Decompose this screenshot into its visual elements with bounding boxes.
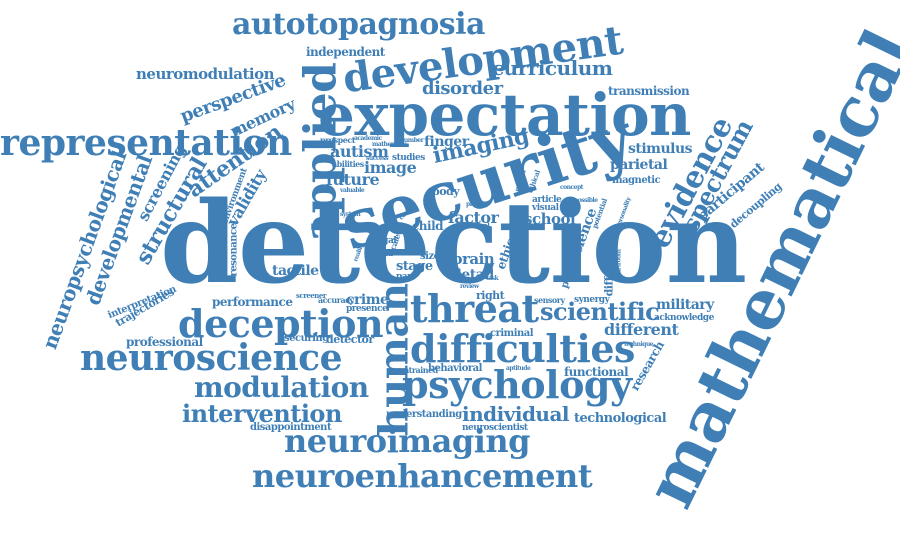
word-curriculum: curriculum bbox=[492, 56, 613, 80]
word-professional: professional bbox=[126, 335, 203, 349]
word-courtroom: courtroom bbox=[615, 249, 623, 281]
word-autotopagnosia: autotopagnosia bbox=[232, 7, 485, 42]
word-autism: autism bbox=[330, 142, 389, 161]
word-transmission: transmission bbox=[608, 84, 690, 98]
word-different: different bbox=[604, 320, 679, 339]
word-presence: presence bbox=[346, 304, 388, 314]
word-hand: hand bbox=[372, 248, 393, 258]
word-neuroimaging: neuroimaging bbox=[284, 422, 531, 460]
word-size: size bbox=[420, 251, 440, 262]
word-detection: detection bbox=[160, 178, 747, 309]
word-visual: visual bbox=[532, 203, 559, 213]
word-modulation: modulation bbox=[194, 371, 369, 404]
word-detail: detail bbox=[452, 267, 494, 283]
word-number: number bbox=[400, 137, 424, 144]
word-neuroenhancement: neuroenhancement bbox=[252, 457, 593, 495]
word-tool: tool bbox=[476, 221, 490, 230]
word-concept: concept bbox=[560, 184, 583, 191]
word-representation: representation bbox=[0, 122, 292, 164]
word-neuroscientist: neuroscientist bbox=[462, 423, 528, 433]
word-psychology: psychology bbox=[402, 362, 632, 407]
word-functional: functional bbox=[564, 365, 629, 379]
word-disorder: disorder bbox=[422, 78, 503, 99]
word-academic: academic bbox=[354, 135, 382, 142]
word-deception: deception bbox=[178, 301, 384, 346]
word-difference: difference bbox=[602, 238, 616, 297]
word-synergy: synergy bbox=[574, 295, 610, 305]
word-task: task bbox=[486, 275, 499, 282]
word-accuracy: accuracy bbox=[318, 295, 354, 305]
word-parietal: parietal bbox=[610, 157, 668, 173]
word-studies: studies bbox=[392, 153, 425, 163]
word-child: child bbox=[412, 219, 444, 233]
word-part: part bbox=[396, 272, 416, 282]
word-brain: brain bbox=[452, 250, 495, 268]
word-review: review bbox=[460, 283, 479, 290]
word-resonance: resonance bbox=[228, 223, 240, 277]
word-school: school bbox=[524, 210, 576, 228]
word-intervention: intervention bbox=[182, 399, 342, 428]
word-understanding: understanding bbox=[386, 409, 462, 420]
word-detector: detector bbox=[326, 333, 374, 346]
word-stimulus: stimulus bbox=[628, 141, 693, 157]
word-behavioral: behavioral bbox=[428, 363, 482, 374]
word-future: future bbox=[326, 170, 380, 189]
word-disappointment: disappointment bbox=[250, 422, 332, 433]
word-threat: threat bbox=[410, 286, 539, 331]
word-valuable: valuable bbox=[340, 187, 365, 194]
word-military: military bbox=[656, 297, 714, 313]
word-tactile: tactile bbox=[272, 263, 319, 279]
word-factor: factor bbox=[448, 208, 499, 227]
word-expectation: expectation bbox=[318, 81, 691, 149]
word-predict: predict bbox=[466, 201, 487, 208]
word-finger: finger bbox=[424, 134, 469, 150]
word-performance: performance bbox=[212, 295, 293, 309]
word-abilities: abilities bbox=[332, 159, 364, 169]
word-acknowledge: acknowledge bbox=[654, 313, 714, 323]
word-difficulties: difficulties bbox=[410, 326, 635, 371]
word-possible: possible bbox=[574, 197, 598, 204]
word-aptitude: aptitude bbox=[506, 365, 531, 372]
word-neuroscience: neuroscience bbox=[80, 337, 343, 379]
word-scientific: scientific bbox=[540, 297, 660, 326]
word-securing: securing bbox=[284, 333, 329, 344]
word-screener: screener bbox=[296, 291, 327, 300]
word-sensory: sensory bbox=[534, 295, 565, 305]
word-criminal: criminal bbox=[490, 328, 534, 339]
word-technique: technique bbox=[624, 341, 654, 348]
word-untrained: untrained bbox=[398, 365, 438, 375]
word-individual: individual bbox=[462, 402, 570, 426]
word-system: system bbox=[340, 211, 361, 218]
word-body: body bbox=[432, 185, 460, 198]
word-image: image bbox=[364, 158, 417, 177]
word-right: right bbox=[476, 289, 505, 302]
word-technological: technological bbox=[574, 411, 667, 426]
word-magnetic: magnetic bbox=[612, 175, 661, 186]
word-independent: independent bbox=[306, 45, 385, 59]
word-legal: legal bbox=[374, 236, 397, 246]
word-stage: stage bbox=[396, 259, 433, 274]
word-mathematic: mathematic bbox=[372, 141, 408, 148]
word-crime: crime bbox=[346, 292, 389, 308]
word-neuromodulation: neuromodulation bbox=[136, 65, 275, 83]
word-prospect: prospect bbox=[320, 135, 355, 145]
word-article: article bbox=[532, 195, 562, 205]
word-success: success bbox=[366, 155, 389, 162]
